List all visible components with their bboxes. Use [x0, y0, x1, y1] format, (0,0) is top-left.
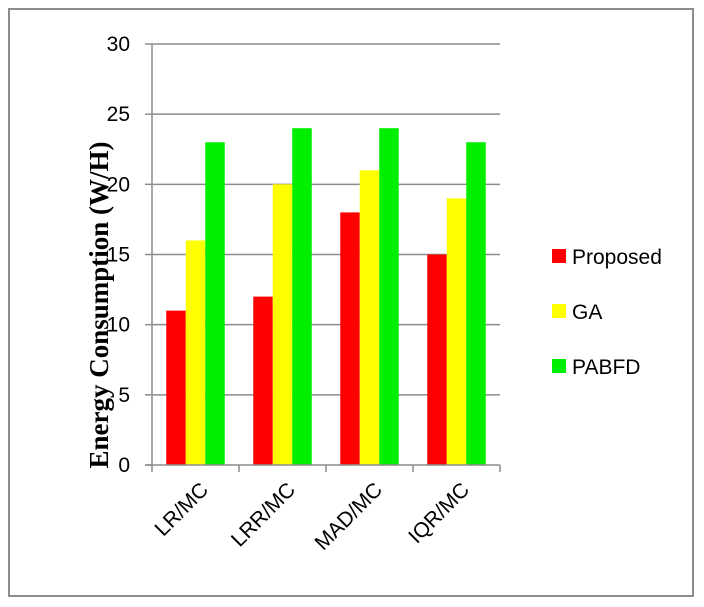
bar-pabfd-iqr-mc	[466, 142, 486, 465]
y-tick-label: 25	[107, 103, 130, 126]
x-tick-label: IQR/MC	[404, 478, 474, 548]
x-tick-label: MAD/MC	[311, 478, 387, 554]
legend-swatch-pabfd	[552, 359, 566, 373]
y-tick-label: 30	[107, 33, 130, 56]
bar-ga-iqr-mc	[447, 198, 467, 465]
y-tick-label: 5	[118, 384, 130, 407]
x-tick-label: LRR/MC	[227, 478, 300, 551]
y-axis-label: Energy Consumption (W/H)	[84, 141, 114, 468]
bar-proposed-lrr-mc	[253, 297, 273, 465]
bar-ga-lr-mc	[186, 240, 206, 465]
bar-proposed-lr-mc	[166, 311, 186, 465]
bar-ga-mad-mc	[360, 170, 380, 465]
bar-pabfd-lrr-mc	[292, 128, 312, 465]
bar-ga-lrr-mc	[273, 184, 293, 465]
bar-proposed-mad-mc	[340, 212, 360, 465]
bar-pabfd-mad-mc	[379, 128, 399, 465]
bars	[166, 128, 486, 465]
bar-pabfd-lr-mc	[205, 142, 225, 465]
x-tick-label: LR/MC	[151, 478, 213, 540]
legend-swatch-ga	[552, 304, 566, 318]
legend-label-proposed: Proposed	[572, 246, 662, 269]
x-tick-labels: LR/MC LRR/MC MAD/MC IQR/MC	[151, 478, 474, 554]
legend-label-pabfd: PABFD	[572, 356, 640, 379]
legend-label-ga: GA	[572, 301, 602, 324]
legend: Proposed GA PABFD	[552, 246, 662, 379]
y-tick-label: 0	[118, 454, 130, 477]
bar-proposed-iqr-mc	[427, 255, 447, 466]
legend-swatch-proposed	[552, 249, 566, 263]
